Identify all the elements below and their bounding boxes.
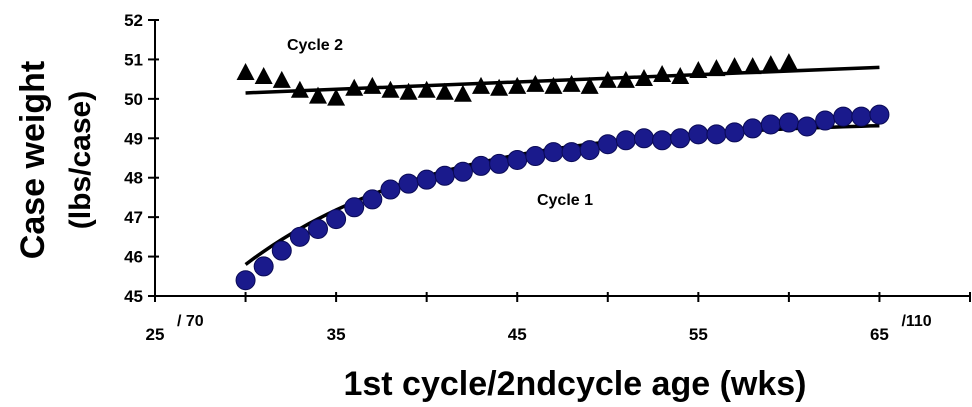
cycle1-point bbox=[398, 173, 419, 194]
y-tick-label: 52 bbox=[124, 11, 143, 30]
cycle2-point bbox=[526, 74, 545, 92]
x-tick-label: 25 bbox=[146, 325, 165, 344]
cycle1-point bbox=[543, 142, 564, 163]
cycle1-point bbox=[253, 256, 274, 277]
cycle2-point bbox=[453, 84, 472, 102]
y-tick-label: 47 bbox=[124, 208, 143, 227]
cycle2-point bbox=[399, 82, 418, 100]
cycle2-point bbox=[761, 55, 780, 73]
y-tick-label: 51 bbox=[124, 50, 143, 69]
cycle2-point bbox=[544, 76, 563, 94]
cycle1-point bbox=[326, 209, 347, 230]
y-tick-label: 48 bbox=[124, 169, 143, 188]
cycle2-point bbox=[689, 61, 708, 79]
cycle2-point bbox=[345, 78, 364, 96]
cycle2-series bbox=[236, 53, 880, 106]
cycle2-point bbox=[562, 74, 581, 92]
cycle2-annotation: Cycle 2 bbox=[287, 37, 343, 54]
cycle2-point bbox=[236, 63, 255, 81]
x-tick-label: 35 bbox=[327, 325, 346, 344]
cycle1-point bbox=[851, 106, 872, 127]
cycle2-point bbox=[616, 70, 635, 88]
cycle1-point bbox=[507, 149, 528, 170]
cycle1-point bbox=[706, 124, 727, 145]
cycle2-point bbox=[272, 70, 291, 88]
y-tick-label: 45 bbox=[124, 287, 143, 306]
x-tick-label: 45 bbox=[508, 325, 527, 344]
cycle2-point bbox=[363, 76, 382, 94]
y-tick-label: 46 bbox=[124, 248, 143, 267]
cycle2-point bbox=[309, 86, 327, 104]
cycle1-point bbox=[561, 142, 582, 163]
cycle1-point bbox=[289, 226, 310, 247]
cycle1-point bbox=[869, 104, 890, 125]
cycle1-point bbox=[652, 130, 673, 151]
x-tick-label: 55 bbox=[689, 325, 708, 344]
cycle2-point bbox=[327, 88, 346, 106]
x-axis-label: 1st cycle/2ndcycle age (wks) bbox=[343, 365, 806, 403]
cycle1-point bbox=[742, 118, 763, 139]
cycle2-point bbox=[435, 82, 454, 100]
y-axis-label-line2: (lbs/case) bbox=[64, 91, 97, 229]
axes-layer: 45 46 47 48 49 50 51 52 25 35 45 55 65 / 70/110 bbox=[124, 11, 971, 344]
y-tick-label: 50 bbox=[124, 90, 143, 109]
cycle1-annotation: Cycle 1 bbox=[537, 192, 593, 209]
cycle1-point bbox=[778, 112, 799, 133]
cycle1-point bbox=[815, 110, 836, 131]
cycle2-point bbox=[779, 53, 798, 71]
cycle2-point bbox=[635, 68, 653, 86]
y-tick-label: 49 bbox=[124, 129, 143, 148]
cycle2-point bbox=[725, 57, 744, 75]
cycle1-point bbox=[525, 146, 546, 167]
x-tick-label: 65 bbox=[870, 325, 889, 344]
cycle1-point bbox=[615, 130, 636, 151]
cycle1-point bbox=[579, 140, 600, 161]
cycle1-point bbox=[344, 197, 365, 218]
cycle1-point bbox=[380, 179, 401, 200]
cycle1-point bbox=[724, 122, 745, 143]
cycle1-point bbox=[271, 240, 292, 261]
cycle1-point bbox=[597, 134, 618, 155]
cycle1-point bbox=[235, 270, 256, 291]
cycle1-series bbox=[235, 104, 890, 291]
cycle2-point bbox=[381, 80, 400, 98]
cycle2-point bbox=[671, 66, 690, 84]
cycle1-point bbox=[308, 218, 328, 239]
cycle1-point bbox=[797, 116, 817, 137]
series-layer bbox=[235, 53, 890, 291]
cycle2-point bbox=[653, 65, 672, 82]
cycle2-point bbox=[707, 59, 726, 77]
x-tick-secondary-label: /110 bbox=[901, 313, 931, 330]
cycle2-point bbox=[508, 76, 527, 94]
cycle2-trend-line bbox=[245, 65, 880, 95]
cycle1-point bbox=[362, 189, 383, 210]
cycle2-point bbox=[417, 80, 436, 98]
cycle1-point bbox=[670, 128, 691, 149]
cycle2-point bbox=[580, 76, 599, 94]
cycle1-point bbox=[634, 128, 654, 149]
cycle1-point bbox=[489, 153, 510, 174]
cycle2-point bbox=[743, 57, 762, 75]
cycle1-point bbox=[434, 165, 455, 186]
cycle1-point bbox=[688, 124, 709, 145]
cycle2-point bbox=[490, 78, 509, 96]
cycle2-point bbox=[290, 80, 309, 98]
cycle1-point bbox=[833, 106, 854, 127]
cycle2-point bbox=[598, 70, 617, 88]
cycle1-point bbox=[760, 114, 781, 135]
cycle2-point bbox=[254, 66, 273, 84]
cycle2-point bbox=[472, 76, 490, 94]
cycle1-point bbox=[416, 169, 437, 190]
cycle1-point bbox=[471, 155, 491, 176]
x-tick-secondary-label: / 70 bbox=[177, 313, 204, 330]
cycle1-point bbox=[452, 161, 473, 182]
y-axis-label-line1: Case weight bbox=[14, 61, 52, 259]
